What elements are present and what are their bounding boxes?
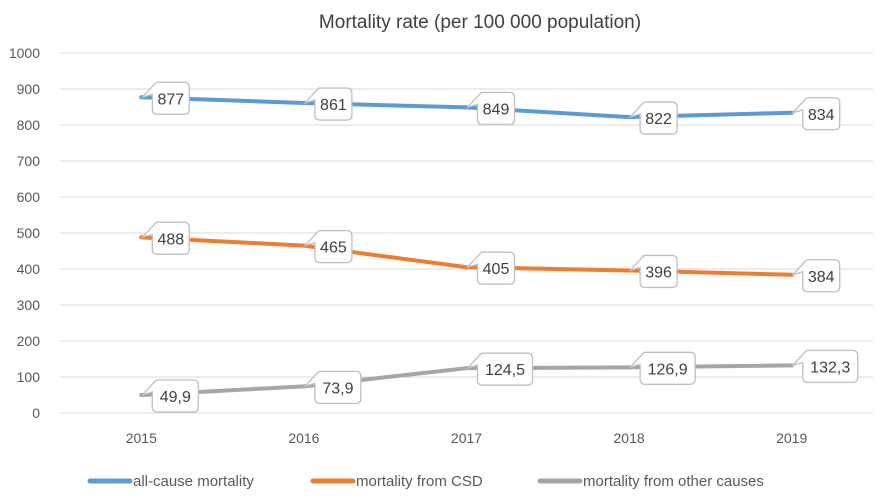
y-tick-label: 1000 xyxy=(9,45,40,61)
data-label-text: 396 xyxy=(645,264,672,281)
data-label: 822 xyxy=(627,101,678,135)
data-label: 834 xyxy=(790,97,841,131)
legend-item: mortality from CSD xyxy=(310,473,483,490)
y-tick-label: 800 xyxy=(17,117,41,133)
data-label-callout xyxy=(627,351,696,385)
data-label-callout xyxy=(790,349,859,384)
data-label-text: 405 xyxy=(483,261,510,278)
data-point xyxy=(789,363,794,368)
x-tick-label: 2016 xyxy=(288,430,319,446)
series-lines xyxy=(139,95,794,398)
data-label-callout xyxy=(302,87,353,121)
x-tick-label: 2015 xyxy=(126,430,157,446)
data-point xyxy=(627,268,632,273)
data-label: 861 xyxy=(302,87,353,121)
data-label-text: 877 xyxy=(157,91,184,108)
data-label: 384 xyxy=(790,259,841,293)
data-label: 405 xyxy=(465,251,516,285)
data-label: 465 xyxy=(302,229,353,264)
legend: all-cause mortality mortality from CSD mor… xyxy=(87,473,764,490)
y-tick-label: 300 xyxy=(17,297,41,313)
data-label-text: 488 xyxy=(157,231,184,248)
data-label: 849 xyxy=(465,91,516,126)
data-label-text: 132,3 xyxy=(810,359,850,376)
data-point xyxy=(627,115,632,120)
y-tick-label: 100 xyxy=(17,369,41,385)
y-tick-label: 200 xyxy=(17,333,41,349)
legend-item: all-cause mortality xyxy=(87,473,254,490)
y-tick-label: 900 xyxy=(17,81,41,97)
data-point xyxy=(789,110,794,115)
data-label: 396 xyxy=(627,254,678,289)
data-point xyxy=(301,384,306,389)
data-label: 124,5 xyxy=(465,352,534,386)
data-label-callout xyxy=(465,352,534,386)
data-point xyxy=(301,101,306,106)
legend-item: mortality from other causes xyxy=(537,473,764,490)
y-axis-ticks: 0 100 200 300 400 500 600 700 800 900 1000 xyxy=(9,45,40,421)
data-label-callout xyxy=(627,254,678,289)
legend-label: mortality from other causes xyxy=(583,473,764,490)
data-label-text: 861 xyxy=(320,97,347,114)
y-tick-label: 700 xyxy=(17,153,41,169)
data-label-callout xyxy=(140,81,190,115)
data-label-callout xyxy=(140,379,199,413)
data-label-text: 73,9 xyxy=(322,380,353,397)
data-label: 73,9 xyxy=(302,370,362,405)
y-tick-label: 500 xyxy=(17,225,41,241)
y-tick-label: 0 xyxy=(32,405,40,421)
data-label-text: 849 xyxy=(483,101,510,118)
data-label-callout xyxy=(302,229,353,264)
data-label-text: 834 xyxy=(808,107,835,124)
data-label-callout xyxy=(790,97,841,131)
data-point xyxy=(627,365,632,370)
data-label-callout xyxy=(140,221,190,255)
data-point xyxy=(301,243,306,248)
data-label-callout xyxy=(465,91,516,126)
data-label-text: 49,9 xyxy=(160,389,191,406)
data-label-text: 822 xyxy=(645,111,672,128)
data-label-callout xyxy=(302,370,362,405)
data-point xyxy=(789,272,794,277)
data-label: 132,3 xyxy=(790,349,859,384)
data-label-text: 384 xyxy=(808,269,835,286)
x-tick-label: 2017 xyxy=(451,430,482,446)
data-label: 49,9 xyxy=(140,379,199,413)
data-label: 126,9 xyxy=(627,351,696,385)
x-tick-label: 2019 xyxy=(776,430,807,446)
data-point xyxy=(464,265,469,270)
data-label-callout xyxy=(465,251,516,285)
data-labels: 877 861 849 822 834 488 465 405 396 384 49,9 73,9 12… xyxy=(140,81,859,413)
data-point xyxy=(139,95,144,100)
y-tick-label: 400 xyxy=(17,261,41,277)
data-label-text: 126,9 xyxy=(648,361,688,378)
data-label: 488 xyxy=(140,221,190,255)
chart-title: Mortality rate (per 100 000 population) xyxy=(319,12,641,33)
data-point xyxy=(464,366,469,371)
data-label-callout xyxy=(790,259,841,293)
data-label-callout xyxy=(627,101,678,135)
data-point xyxy=(464,105,469,110)
x-tick-label: 2018 xyxy=(614,430,645,446)
legend-label: all-cause mortality xyxy=(133,473,254,490)
data-point xyxy=(139,393,144,398)
y-tick-label: 600 xyxy=(17,189,41,205)
data-point xyxy=(139,235,144,240)
data-label: 877 xyxy=(140,81,190,115)
data-label-text: 465 xyxy=(320,240,347,257)
x-axis-ticks: 2015 2016 2017 2018 2019 xyxy=(126,430,808,446)
legend-label: mortality from CSD xyxy=(356,473,483,490)
data-label-text: 124,5 xyxy=(485,362,525,379)
